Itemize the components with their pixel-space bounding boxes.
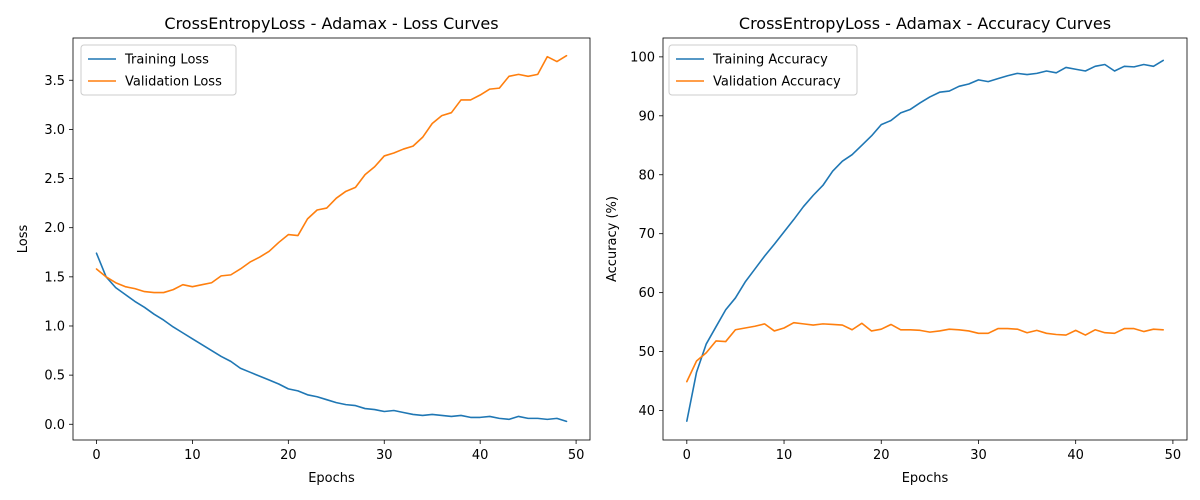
loss-xtick-label: 10 <box>184 448 201 463</box>
loss-chart: CrossEntropyLoss - Adamax - Loss Curves … <box>16 14 591 486</box>
accuracy-chart: CrossEntropyLoss - Adamax - Accuracy Cur… <box>605 14 1188 486</box>
loss-legend-label-validation: Validation Loss <box>125 75 222 90</box>
accuracy-ytick-label: 50 <box>638 345 655 360</box>
accuracy-chart-lines <box>686 59 1164 422</box>
accuracy-ytick-label: 60 <box>638 286 655 301</box>
loss-chart-plot-frame <box>72 37 591 441</box>
loss-chart-xlabel: Epochs <box>308 471 355 486</box>
loss-ytick-label: 0.0 <box>44 418 65 433</box>
accuracy-chart-legend: Training Accuracy Validation Accuracy <box>668 44 858 96</box>
accuracy-legend-box <box>668 44 858 96</box>
accuracy-legend-label-validation: Validation Accuracy <box>713 75 841 90</box>
loss-xtick-label: 50 <box>568 448 585 463</box>
loss-legend-box <box>80 44 237 96</box>
accuracy-ytick-label: 90 <box>638 109 655 124</box>
accuracy-series-line-training <box>686 59 1164 422</box>
loss-ytick-label: 0.5 <box>44 369 65 384</box>
loss-legend-label-training: Training Loss <box>124 53 209 68</box>
accuracy-legend-label-training: Training Accuracy <box>712 53 828 68</box>
accuracy-xtick-label: 0 <box>683 448 691 463</box>
accuracy-chart-ticks: 0 10 20 30 40 50 40 50 60 70 80 90 100 <box>630 50 1181 463</box>
loss-xtick-label: 0 <box>92 448 100 463</box>
accuracy-xtick-label: 10 <box>776 448 793 463</box>
accuracy-xtick-label: 30 <box>970 448 987 463</box>
loss-xtick-label: 30 <box>376 448 393 463</box>
accuracy-chart-ylabel: Accuracy (%) <box>605 196 620 282</box>
loss-chart-lines <box>95 54 568 423</box>
accuracy-chart-plot-frame <box>662 37 1188 441</box>
accuracy-ytick-label: 80 <box>638 168 655 183</box>
loss-xtick-label: 20 <box>280 448 297 463</box>
accuracy-xtick-label: 50 <box>1165 448 1182 463</box>
loss-series-line-training <box>95 252 568 423</box>
loss-series-line-validation <box>95 54 568 294</box>
accuracy-xtick-label: 20 <box>873 448 890 463</box>
loss-ytick-label: 2.0 <box>44 221 65 236</box>
loss-ytick-label: 3.0 <box>44 123 65 138</box>
accuracy-xtick-label: 40 <box>1067 448 1084 463</box>
accuracy-series-line-validation <box>686 321 1164 383</box>
accuracy-chart-xlabel: Epochs <box>902 471 949 486</box>
loss-chart-ticks: 0 10 20 30 40 50 0.0 0.5 1.0 1.5 2.0 2.5 3.0 3.5 <box>44 74 584 463</box>
loss-ytick-label: 1.0 <box>44 319 65 334</box>
loss-ytick-label: 2.5 <box>44 172 65 187</box>
accuracy-ytick-label: 40 <box>638 404 655 419</box>
loss-chart-legend: Training Loss Validation Loss <box>80 44 237 96</box>
loss-ytick-label: 1.5 <box>44 270 65 285</box>
accuracy-ytick-label: 70 <box>638 227 655 242</box>
accuracy-ytick-label: 100 <box>630 50 655 65</box>
loss-chart-title: CrossEntropyLoss - Adamax - Loss Curves <box>164 14 498 33</box>
loss-ytick-label: 3.5 <box>44 74 65 89</box>
loss-chart-ylabel: Loss <box>16 225 31 254</box>
accuracy-chart-title: CrossEntropyLoss - Adamax - Accuracy Cur… <box>739 14 1111 33</box>
loss-xtick-label: 40 <box>472 448 489 463</box>
